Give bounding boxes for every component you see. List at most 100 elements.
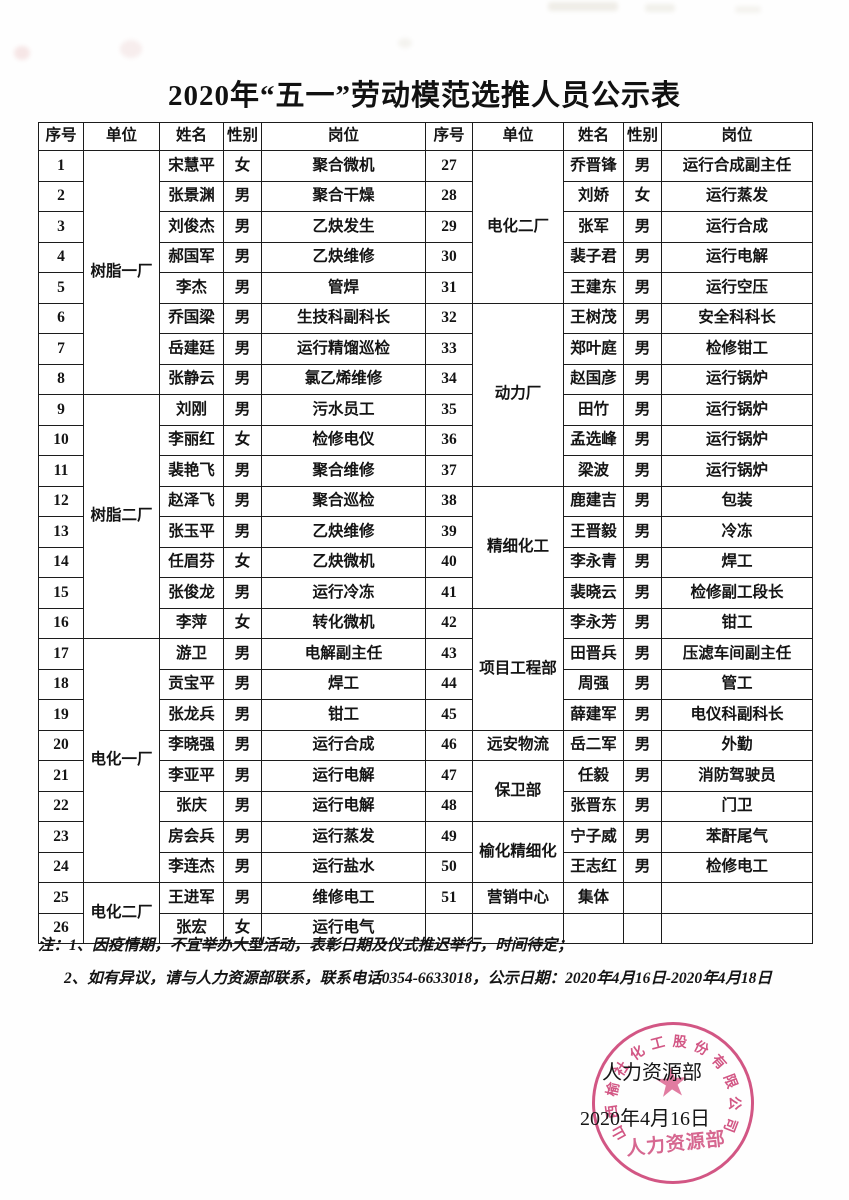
cell-post-right: 安全科科长 [661, 302, 813, 334]
cell-name-left: 张宏 [159, 912, 224, 944]
cell-name-right: 王树茂 [563, 302, 624, 334]
cell-sex-right: 男 [623, 241, 662, 273]
cell-sex-right: 男 [623, 150, 662, 182]
scan-speckle [548, 2, 618, 11]
cell-post-right: 运行锅炉 [661, 394, 813, 426]
cell-name-right: 田晋兵 [563, 638, 624, 670]
cell-post-left: 检修电仪 [261, 424, 426, 456]
cell-sequence-right: 27 [425, 150, 473, 182]
cell-name-right: 岳二军 [563, 729, 624, 761]
cell-sex-left: 男 [223, 363, 262, 395]
cell-sequence-right: 35 [425, 394, 473, 426]
table-row: 1 树脂一厂 宋慧平女聚合微机 27 电化二厂 乔晋锋男运行合成副主任 [38, 150, 813, 395]
cell-sequence-right: 51 [425, 882, 473, 914]
cell-post-left: 运行冷冻 [261, 577, 426, 609]
cell-sex-left: 女 [223, 424, 262, 456]
table-row: 11 裴艳飞男聚合维修 37 梁波男运行锅炉 [38, 455, 813, 487]
scan-speckle [14, 46, 30, 60]
cell-unit-right: 榆化精细化 [472, 821, 564, 883]
cell-sex-right: 男 [623, 394, 662, 426]
cell-sequence-left: 15 [38, 577, 84, 609]
cell-name-left: 李晓强 [159, 729, 224, 761]
note-line-2: 2、如有异议，请与人力资源部联系，联系电话0354-6633018，公示日期：2… [64, 970, 772, 988]
cell-sex-right [623, 882, 662, 914]
table-body: 1 树脂一厂 宋慧平女聚合微机 27 电化二厂 乔晋锋男运行合成副主任 2 张景渊男聚合干燥 2… [38, 150, 813, 944]
table-row: 15 张俊龙男运行冷冻 41 裴晓云男检修副工段长 [38, 577, 813, 609]
cell-sex-right: 男 [623, 668, 662, 700]
cell-sequence-right: 44 [425, 668, 473, 700]
cell-post-right [661, 912, 813, 944]
cell-name-right: 任毅 [563, 760, 624, 792]
cell-sequence-right: 45 [425, 699, 473, 731]
cell-sequence-left: 21 [38, 760, 84, 792]
cell-sex-left: 男 [223, 668, 262, 700]
signature-date: 2020年4月16日 [580, 1108, 710, 1130]
cell-name-left: 张庆 [159, 790, 224, 822]
cell-sequence-left: 8 [38, 363, 84, 395]
cell-sequence-right: 41 [425, 577, 473, 609]
table-row: 18 贡宝平男焊工 44 周强男管工 [38, 668, 813, 700]
cell-post-left: 污水员工 [261, 394, 426, 426]
cell-name-right: 刘娇 [563, 180, 624, 212]
table-row: 17 电化一厂 游卫男电解副主任 43 田晋兵男压滤车间副主任 [38, 638, 813, 883]
cell-post-left: 乙炔发生 [261, 211, 426, 243]
cell-sequence-left: 17 [38, 638, 84, 670]
cell-sex-left: 男 [223, 394, 262, 426]
cell-sequence-left: 19 [38, 699, 84, 731]
cell-sequence-right: 32 [425, 302, 473, 334]
table-row: 19 张龙兵男钳工 45 薛建军男电仪科副科长 [38, 699, 813, 731]
public-notice-table: 序号 单位 姓名 性别 岗位 序号 单位 姓名 性别 岗位 1 树脂一厂 宋慧平女聚… [38, 122, 813, 944]
cell-post-left: 运行电解 [261, 790, 426, 822]
cell-unit-right: 项目工程部 [472, 607, 564, 731]
cell-name-right: 李永青 [563, 546, 624, 578]
scan-speckle [735, 6, 761, 13]
cell-name-right: 裴晓云 [563, 577, 624, 609]
cell-sex-left: 女 [223, 546, 262, 578]
cell-post-left: 聚合微机 [261, 150, 426, 182]
cell-post-right: 电仪科副科长 [661, 699, 813, 731]
cell-sex-left: 女 [223, 607, 262, 639]
cell-post-right: 运行锅炉 [661, 363, 813, 395]
cell-sequence-right: 31 [425, 272, 473, 304]
cell-sequence-right: 40 [425, 546, 473, 578]
cell-post-right: 运行电解 [661, 241, 813, 273]
cell-name-right: 乔晋锋 [563, 150, 624, 182]
cell-sequence-right: 30 [425, 241, 473, 273]
cell-name-left: 张龙兵 [159, 699, 224, 731]
cell-sex-left: 男 [223, 180, 262, 212]
table-row: 14 任眉芬女乙炔微机 40 李永青男焊工 [38, 546, 813, 578]
cell-post-right: 检修钳工 [661, 333, 813, 365]
cell-name-left: 乔国梁 [159, 302, 224, 334]
table-row: 26 张宏女运行电气 [38, 912, 813, 944]
cell-unit-left: 电化一厂 [83, 638, 160, 883]
cell-sex-left: 男 [223, 241, 262, 273]
cell-sex-left: 男 [223, 821, 262, 853]
cell-name-right: 鹿建吉 [563, 485, 624, 517]
signature-and-seal: 山西榆社化工股份有限公司 人力资源部 人力资源部 2020年4月16日 [566, 1016, 816, 1190]
cell-sequence-left: 26 [38, 912, 84, 944]
table-row: 9 树脂二厂 刘刚男污水员工 35 田竹男运行锅炉 [38, 394, 813, 639]
cell-name-left: 李杰 [159, 272, 224, 304]
table-row: 21 李亚平男运行电解 47 保卫部 任毅男消防驾驶员 [38, 760, 813, 822]
cell-unit-left: 树脂一厂 [83, 150, 160, 395]
cell-sex-left: 男 [223, 851, 262, 883]
cell-sequence-left: 11 [38, 455, 84, 487]
cell-sequence-right: 36 [425, 424, 473, 456]
cell-unit-right: 保卫部 [472, 760, 564, 822]
cell-sequence-left: 1 [38, 150, 84, 182]
cell-sex-left: 男 [223, 302, 262, 334]
cell-sequence-left: 18 [38, 668, 84, 700]
cell-unit-right: 精细化工 [472, 485, 564, 609]
cell-sex-right: 男 [623, 699, 662, 731]
cell-name-left: 李萍 [159, 607, 224, 639]
header-seq-right: 序号 [425, 122, 473, 151]
cell-sex-right: 男 [623, 546, 662, 578]
header-name-left: 姓名 [159, 122, 224, 151]
cell-sequence-right: 38 [425, 485, 473, 517]
cell-sex-right: 男 [623, 455, 662, 487]
cell-sex-right: 男 [623, 607, 662, 639]
scan-speckle [645, 4, 675, 12]
header-sex-right: 性别 [623, 122, 662, 151]
cell-sex-right: 男 [623, 577, 662, 609]
cell-sex-left: 女 [223, 912, 262, 944]
